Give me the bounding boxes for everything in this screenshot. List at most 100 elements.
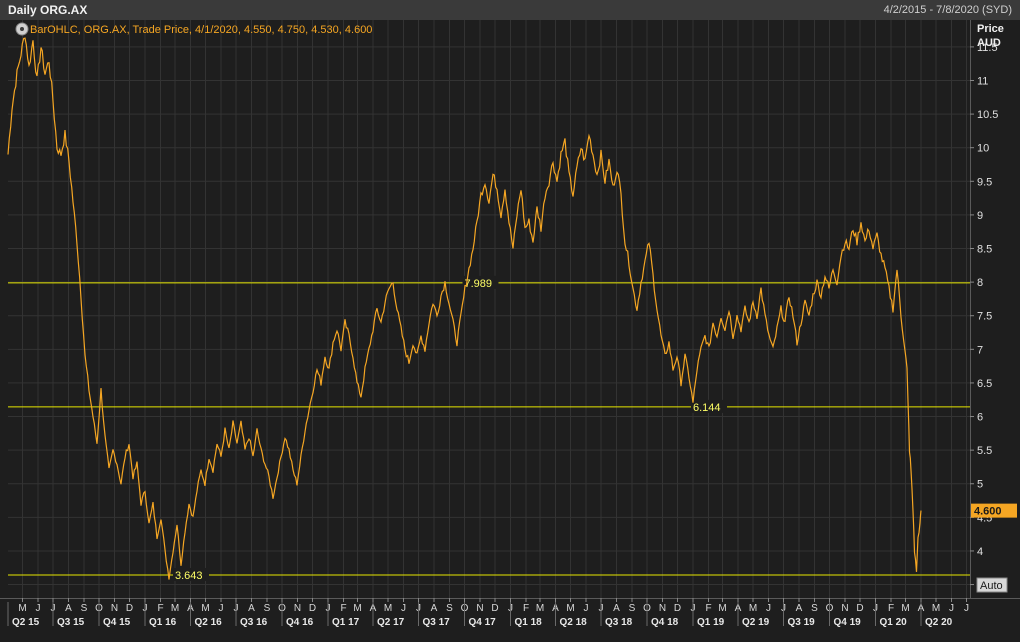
- y-tick-label: 11.5: [977, 42, 998, 54]
- chart-header: Daily ORG.AX 4/2/2015 - 7/8/2020 (SYD): [0, 0, 1020, 21]
- legend-text: BarOHLC, ORG.AX, Trade Price, 4/1/2020, …: [30, 24, 372, 36]
- x-month-label: J: [766, 603, 771, 614]
- x-month-label: A: [796, 603, 803, 614]
- y-tick-label: 6: [977, 412, 983, 424]
- x-quarter-label: Q4 18: [651, 617, 679, 628]
- x-month-label: M: [171, 603, 179, 614]
- x-month-label: D: [126, 603, 133, 614]
- x-month-label: D: [491, 603, 498, 614]
- y-tick-label: 9: [977, 210, 983, 222]
- x-month-label: S: [446, 603, 453, 614]
- horizontal-line-label-bg: [173, 567, 209, 581]
- x-month-label: M: [536, 603, 544, 614]
- x-quarter-label: Q2 16: [195, 617, 223, 628]
- horizontal-line-label-bg: [691, 399, 727, 413]
- x-month-label: N: [111, 603, 118, 614]
- price-chart[interactable]: 7.989 6.144 3.643 BarOHLC, ORG.AX, Trade P…: [0, 20, 1020, 642]
- y-tick-label: 6.5: [977, 378, 992, 390]
- x-month-label: F: [523, 603, 529, 614]
- last-price-value: 4.600: [974, 506, 1002, 518]
- x-quarter-label: Q2 19: [742, 617, 770, 628]
- x-quarter-label: Q1 17: [332, 617, 360, 628]
- horizontal-line-label: 6.144: [693, 402, 721, 414]
- x-quarter-label: Q3 17: [423, 617, 451, 628]
- x-quarter-label: Q1 20: [880, 617, 908, 628]
- x-month-label: N: [294, 603, 301, 614]
- y-tick-label: 10: [977, 143, 989, 155]
- x-month-label: M: [353, 603, 361, 614]
- last-price-badge: 4.600: [971, 503, 1017, 518]
- x-month-label: S: [264, 603, 271, 614]
- x-month-label: D: [856, 603, 863, 614]
- chart-title: Daily ORG.AX: [8, 3, 88, 17]
- x-quarter-label: Q2 20: [925, 617, 953, 628]
- x-quarter-label: Q1 16: [149, 617, 177, 628]
- horizontal-line-label: 7.989: [465, 278, 493, 290]
- auto-scale-button-bg[interactable]: [976, 577, 1008, 593]
- x-quarter-label: Q4 15: [103, 617, 131, 628]
- x-month-label: F: [888, 603, 894, 614]
- horizontal-line-label-bg: [462, 275, 499, 289]
- x-quarter-label: Q4 16: [286, 617, 314, 628]
- x-month-label: J: [219, 603, 224, 614]
- chart-settings-icon-center: [20, 27, 24, 31]
- x-month-label: D: [309, 603, 316, 614]
- x-month-label: J: [36, 603, 41, 614]
- y-axis-title: Price: [977, 23, 1004, 35]
- x-quarter-label: Q1 19: [697, 617, 725, 628]
- x-month-label: F: [157, 603, 163, 614]
- x-month-label: N: [476, 603, 483, 614]
- y-tick-label: 8: [977, 277, 983, 289]
- x-month-label: S: [81, 603, 88, 614]
- y-tick-label: 7: [977, 344, 983, 356]
- x-month-label: M: [566, 603, 574, 614]
- x-month-label: M: [749, 603, 757, 614]
- x-month-label: M: [718, 603, 726, 614]
- x-quarter-label: Q3 19: [788, 617, 816, 628]
- y-tick-label: 7.5: [977, 311, 992, 323]
- y-tick-label: 5: [977, 479, 983, 491]
- y-axis-currency: AUD: [977, 37, 1001, 49]
- x-month-label: M: [18, 603, 26, 614]
- y-tick-label: 10.5: [977, 109, 998, 121]
- x-month-label: M: [901, 603, 909, 614]
- x-month-label: A: [613, 603, 620, 614]
- x-month-label: S: [811, 603, 818, 614]
- price-series-line[interactable]: [7, 37, 922, 580]
- y-tick-label: 11: [977, 75, 988, 87]
- y-tick-label: 4: [977, 546, 983, 558]
- x-month-label: S: [629, 603, 636, 614]
- x-month-label: A: [431, 603, 438, 614]
- y-axis-line: [970, 20, 971, 598]
- auto-scale-button[interactable]: Auto: [976, 577, 1008, 593]
- x-quarter-label: Q3 15: [57, 617, 85, 628]
- x-month-label: J: [949, 603, 954, 614]
- x-quarter-label: Q4 19: [834, 617, 862, 628]
- auto-scale-label[interactable]: Auto: [980, 580, 1003, 592]
- x-quarter-label: Q2 18: [560, 617, 588, 628]
- chart-legend[interactable]: BarOHLC, ORG.AX, Trade Price, 4/1/2020, …: [15, 22, 372, 36]
- x-month-label: N: [659, 603, 666, 614]
- x-month-label: M: [932, 603, 940, 614]
- x-month-label: A: [248, 603, 255, 614]
- x-month-label: F: [705, 603, 711, 614]
- x-quarter-label: Q3 16: [240, 617, 268, 628]
- x-month-label: J: [401, 603, 406, 614]
- x-quarter-label: Q1 18: [515, 617, 543, 628]
- x-month-label: N: [841, 603, 848, 614]
- last-price-badge-bg: [971, 503, 1017, 518]
- y-tick-label: 9.5: [977, 176, 992, 188]
- x-month-label: J: [964, 603, 969, 614]
- horizontal-line-label: 3.643: [175, 570, 203, 582]
- x-month-label: A: [65, 603, 72, 614]
- date-range[interactable]: 4/2/2015 - 7/8/2020 (SYD): [883, 4, 1012, 16]
- y-tick-label: 8.5: [977, 244, 992, 256]
- x-month-label: M: [384, 603, 392, 614]
- x-month-label: D: [674, 603, 681, 614]
- y-tick-label: 5.5: [977, 445, 992, 457]
- x-axis-ticks: MJJASONDJFMAMJJASONDJFMAMJJASONDJFMAMJJA…: [7, 598, 969, 628]
- x-quarter-label: Q4 17: [469, 617, 497, 628]
- x-quarter-label: Q3 18: [605, 617, 633, 628]
- x-month-label: M: [201, 603, 209, 614]
- x-month-label: J: [584, 603, 589, 614]
